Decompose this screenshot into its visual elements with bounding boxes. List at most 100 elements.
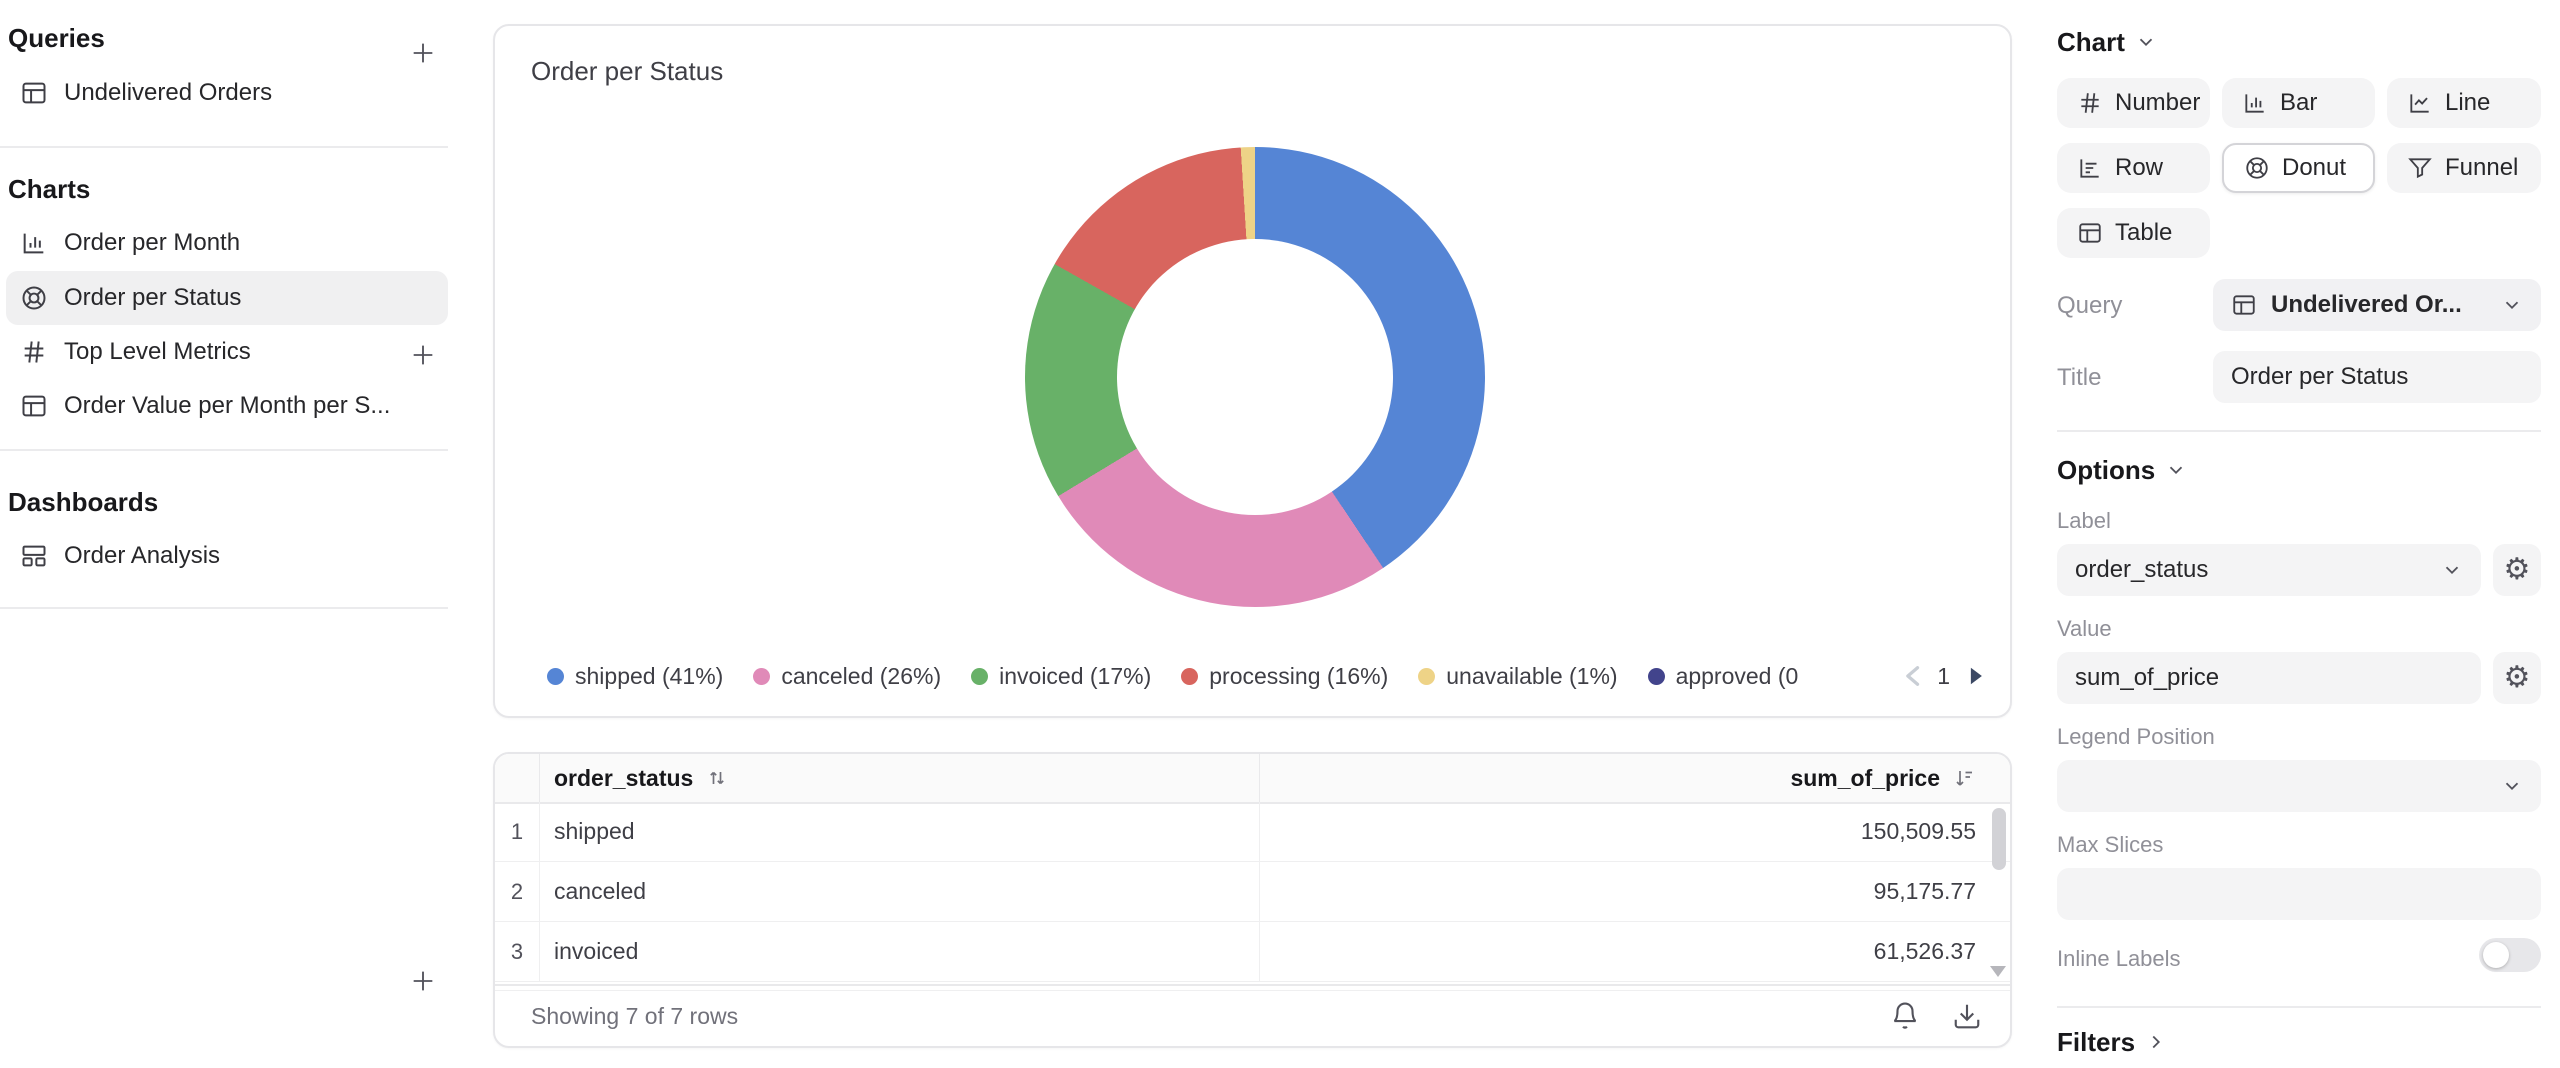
table-row[interactable]: 1 shipped 150,509.55 bbox=[495, 802, 2010, 862]
gear-icon: ⚙ bbox=[2503, 552, 2531, 587]
chart-type-row[interactable]: Row bbox=[2057, 143, 2210, 193]
legend-swatch bbox=[1181, 667, 1199, 685]
chevron-down-icon bbox=[2505, 301, 2519, 310]
chevron-down-icon bbox=[2445, 566, 2459, 575]
table-icon bbox=[2233, 295, 2255, 315]
bar-chart-icon bbox=[2245, 94, 2264, 113]
legend-swatch bbox=[1418, 667, 1436, 685]
query-label: Query bbox=[2057, 292, 2123, 319]
sort-desc-icon[interactable] bbox=[1952, 766, 1976, 790]
sidebar-item-order-per-month[interactable]: Order per Month bbox=[6, 216, 448, 270]
chart-type-donut-selected[interactable]: Donut bbox=[2222, 143, 2375, 193]
pager-next-icon[interactable] bbox=[1966, 665, 1984, 687]
inline-labels-toggle[interactable] bbox=[2479, 938, 2541, 972]
query-select[interactable]: Undelivered Or... bbox=[2213, 279, 2541, 331]
cell-sum-of-price[interactable]: 61,526.37 bbox=[1260, 938, 2010, 965]
pager-page-number: 1 bbox=[1937, 662, 1950, 689]
cell-text: shipped bbox=[554, 818, 635, 844]
chip-label: Line bbox=[2445, 89, 2491, 116]
legend-label: canceled (26%) bbox=[781, 662, 942, 689]
legend-position-select[interactable] bbox=[2057, 760, 2541, 812]
notification-bell-button[interactable] bbox=[1888, 999, 1922, 1033]
hash-icon bbox=[2081, 93, 2099, 113]
cell-sum-of-price[interactable]: 150,509.55 bbox=[1260, 818, 2010, 845]
chart-type-funnel[interactable]: Funnel bbox=[2387, 143, 2541, 193]
chart-card: Order per Status shipped (41%) canceled … bbox=[493, 24, 2012, 718]
legend-item-invoiced[interactable]: invoiced (17%) bbox=[971, 663, 1151, 690]
legend-item-unavailable[interactable]: unavailable (1%) bbox=[1418, 662, 1618, 690]
queries-title: Queries bbox=[8, 22, 105, 53]
add-dashboard-button[interactable] bbox=[404, 962, 442, 1000]
legend-item-processing[interactable]: processing (16%) bbox=[1181, 663, 1388, 690]
row-number: 3 bbox=[495, 922, 540, 981]
legend-label: approved (0 bbox=[1675, 662, 1799, 689]
gear-icon: ⚙ bbox=[2503, 660, 2531, 695]
pager-prev-icon[interactable] bbox=[1903, 665, 1921, 687]
download-button[interactable] bbox=[1950, 999, 1984, 1033]
row-number: 1 bbox=[495, 802, 540, 861]
chart-type-line[interactable]: Line bbox=[2387, 78, 2541, 128]
sidebar-divider bbox=[0, 449, 448, 451]
cell-order-status[interactable]: invoiced bbox=[540, 922, 1260, 981]
value-select[interactable]: sum_of_price bbox=[2057, 652, 2481, 704]
bell-icon bbox=[1893, 1002, 1917, 1029]
sidebar-item-label: Order per Month bbox=[64, 229, 241, 256]
hash-icon bbox=[24, 341, 44, 363]
line-chart-icon bbox=[2410, 94, 2429, 113]
column-header-sum-of-price[interactable]: sum_of_price bbox=[1260, 765, 2010, 792]
sidebar-item-order-analysis[interactable]: Order Analysis bbox=[6, 529, 448, 583]
legend-item-canceled[interactable]: canceled (26%) bbox=[753, 663, 941, 690]
chevron-right-icon bbox=[2152, 1035, 2161, 1049]
legend-label: unavailable (1%) bbox=[1446, 662, 1618, 689]
table-footer: Showing 7 of 7 rows bbox=[495, 984, 2010, 1046]
scrollbar-thumb[interactable] bbox=[1992, 808, 2006, 870]
options-section-title: Options bbox=[2057, 454, 2156, 485]
sidebar-item-order-value-per-month[interactable]: Order Value per Month per S... bbox=[6, 379, 448, 433]
max-slices-input[interactable] bbox=[2057, 868, 2541, 920]
filters-section-toggle[interactable]: Filters bbox=[2057, 1022, 2167, 1062]
donut-icon bbox=[22, 286, 46, 310]
scrollbar-down-arrow[interactable] bbox=[1990, 966, 2006, 977]
filters-section-title: Filters bbox=[2057, 1026, 2136, 1057]
label-select[interactable]: order_status bbox=[2057, 544, 2481, 596]
table-scrollbar[interactable] bbox=[1992, 808, 2006, 870]
table-row[interactable]: 3 invoiced 61,526.37 bbox=[495, 922, 2010, 982]
chevron-down-icon bbox=[2170, 466, 2183, 475]
cell-sum-of-price[interactable]: 95,175.77 bbox=[1260, 878, 2010, 905]
table-icon bbox=[22, 395, 46, 417]
cell-order-status[interactable]: canceled bbox=[540, 862, 1260, 921]
legend-swatch bbox=[971, 667, 989, 685]
sort-both-icon[interactable] bbox=[705, 766, 729, 790]
legend-position-label: Legend Position bbox=[2057, 724, 2215, 749]
panel-divider bbox=[2057, 430, 2541, 432]
chevron-down-icon bbox=[2505, 782, 2519, 791]
chart-section-toggle[interactable]: Chart bbox=[2057, 22, 2157, 62]
label-settings-button[interactable]: ⚙ bbox=[2493, 544, 2541, 596]
sidebar-item-order-per-status[interactable]: Order per Status bbox=[6, 271, 448, 325]
add-chart-button[interactable] bbox=[404, 336, 442, 374]
chart-legend: shipped (41%) canceled (26%) invoiced (1… bbox=[547, 654, 1850, 698]
donut-icon bbox=[2246, 157, 2268, 179]
sidebar-item-undelivered-orders[interactable]: Undelivered Orders bbox=[6, 66, 448, 120]
chart-title: Order per Status bbox=[531, 56, 724, 86]
value-select-value: sum_of_price bbox=[2075, 664, 2220, 691]
options-section-toggle[interactable]: Options bbox=[2057, 450, 2187, 490]
row-number-header bbox=[495, 754, 540, 802]
table-body: 1 shipped 150,509.55 2 canceled 95,175.7… bbox=[495, 802, 2010, 991]
title-input[interactable]: Order per Status bbox=[2213, 351, 2541, 403]
sidebar-item-top-level-metrics[interactable]: Top Level Metrics bbox=[6, 325, 448, 379]
value-settings-button[interactable]: ⚙ bbox=[2493, 652, 2541, 704]
chart-type-bar[interactable]: Bar bbox=[2222, 78, 2375, 128]
dashboards-title: Dashboards bbox=[8, 486, 159, 517]
chart-type-number[interactable]: Number bbox=[2057, 78, 2210, 128]
cell-order-status[interactable]: shipped bbox=[540, 802, 1260, 861]
column-header-order-status[interactable]: order_status bbox=[540, 754, 1260, 802]
add-query-button[interactable] bbox=[404, 34, 442, 72]
legend-item-shipped[interactable]: shipped (41%) bbox=[547, 663, 723, 690]
chart-type-table[interactable]: Table bbox=[2057, 208, 2210, 258]
legend-item-approved[interactable]: approved (0 bbox=[1647, 662, 1799, 690]
value-field-label: Value bbox=[2057, 616, 2112, 641]
table-row[interactable]: 2 canceled 95,175.77 bbox=[495, 862, 2010, 922]
row-count-status: Showing 7 of 7 rows bbox=[531, 1002, 739, 1029]
label-field-label: Label bbox=[2057, 508, 2111, 533]
